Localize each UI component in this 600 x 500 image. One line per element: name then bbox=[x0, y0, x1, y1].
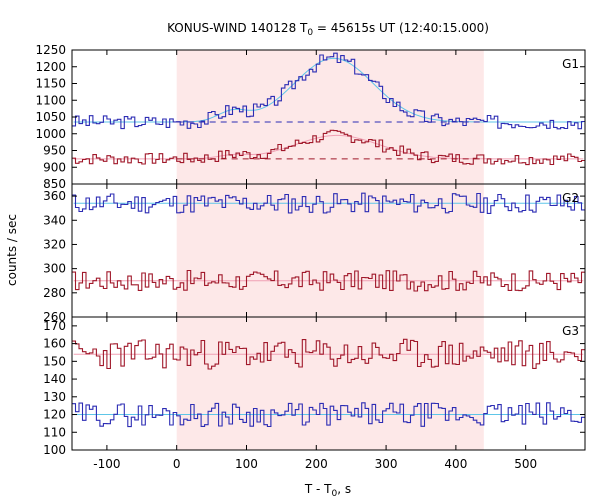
panel-label: G2 bbox=[562, 191, 579, 205]
x-axis-label: T - T0, s bbox=[304, 482, 351, 499]
y-tick-label: 120 bbox=[43, 408, 66, 422]
y-tick-label: 1200 bbox=[35, 60, 66, 74]
y-tick-label: 900 bbox=[43, 160, 66, 174]
y-tick-label: 130 bbox=[43, 390, 66, 404]
panel-frame bbox=[71, 316, 586, 451]
lightcurve-blue bbox=[72, 52, 585, 130]
panel-g3: 100 110 120 130 140 150 160 170 G3 bbox=[43, 316, 586, 457]
panel-g1: 850 900 950 1000 1050 1100 1150 1200 1250 G1 bbox=[35, 43, 586, 191]
panel-label: G1 bbox=[562, 57, 579, 71]
y-tick-label: 1000 bbox=[35, 127, 66, 141]
plot-area: 850900950100010501100115012001250G126028… bbox=[35, 43, 586, 471]
y-axis-label: counts / sec bbox=[5, 214, 19, 286]
x-tick-label: 500 bbox=[514, 457, 537, 471]
chart-title: KONUS-WIND 140128 T0 = 45615s UT (12:40:… bbox=[167, 21, 489, 38]
x-tick-label: -100 bbox=[93, 457, 120, 471]
y-tick-label: 170 bbox=[43, 319, 66, 333]
y-tick-label: 850 bbox=[43, 177, 66, 191]
y-tick-label: 140 bbox=[43, 372, 66, 386]
x-tick-label: 300 bbox=[375, 457, 398, 471]
x-tick-label: 100 bbox=[235, 457, 258, 471]
y-tick-label: 100 bbox=[43, 443, 66, 457]
y-tick-label: 300 bbox=[43, 262, 66, 276]
lightcurve-blue bbox=[72, 192, 585, 214]
x-tick-label: 400 bbox=[444, 457, 467, 471]
y-tick-label: 160 bbox=[43, 337, 66, 351]
x-tick-label: 0 bbox=[173, 457, 181, 471]
panel-label: G3 bbox=[562, 324, 579, 338]
y-tick-label: 280 bbox=[43, 286, 66, 300]
y-tick-label: 950 bbox=[43, 144, 66, 158]
y-tick-label: 150 bbox=[43, 354, 66, 368]
x-tick-label: 200 bbox=[305, 457, 328, 471]
y-tick-label: 320 bbox=[43, 237, 66, 251]
lightcurve-blue bbox=[72, 402, 585, 428]
y-tick-label: 260 bbox=[43, 310, 66, 324]
lightcurve-red bbox=[72, 129, 585, 166]
y-tick-label: 1150 bbox=[35, 77, 66, 91]
y-tick-label: 110 bbox=[43, 425, 66, 439]
lightcurve-red bbox=[72, 338, 585, 370]
y-tick-label: 360 bbox=[43, 189, 66, 203]
y-tick-label: 1100 bbox=[35, 93, 66, 107]
y-tick-label: 1250 bbox=[35, 43, 66, 57]
y-tick-label: 1050 bbox=[35, 110, 66, 124]
burst-interval-shade bbox=[176, 50, 484, 450]
y-tick-label: 340 bbox=[43, 213, 66, 227]
lightcurve-red bbox=[72, 269, 585, 292]
